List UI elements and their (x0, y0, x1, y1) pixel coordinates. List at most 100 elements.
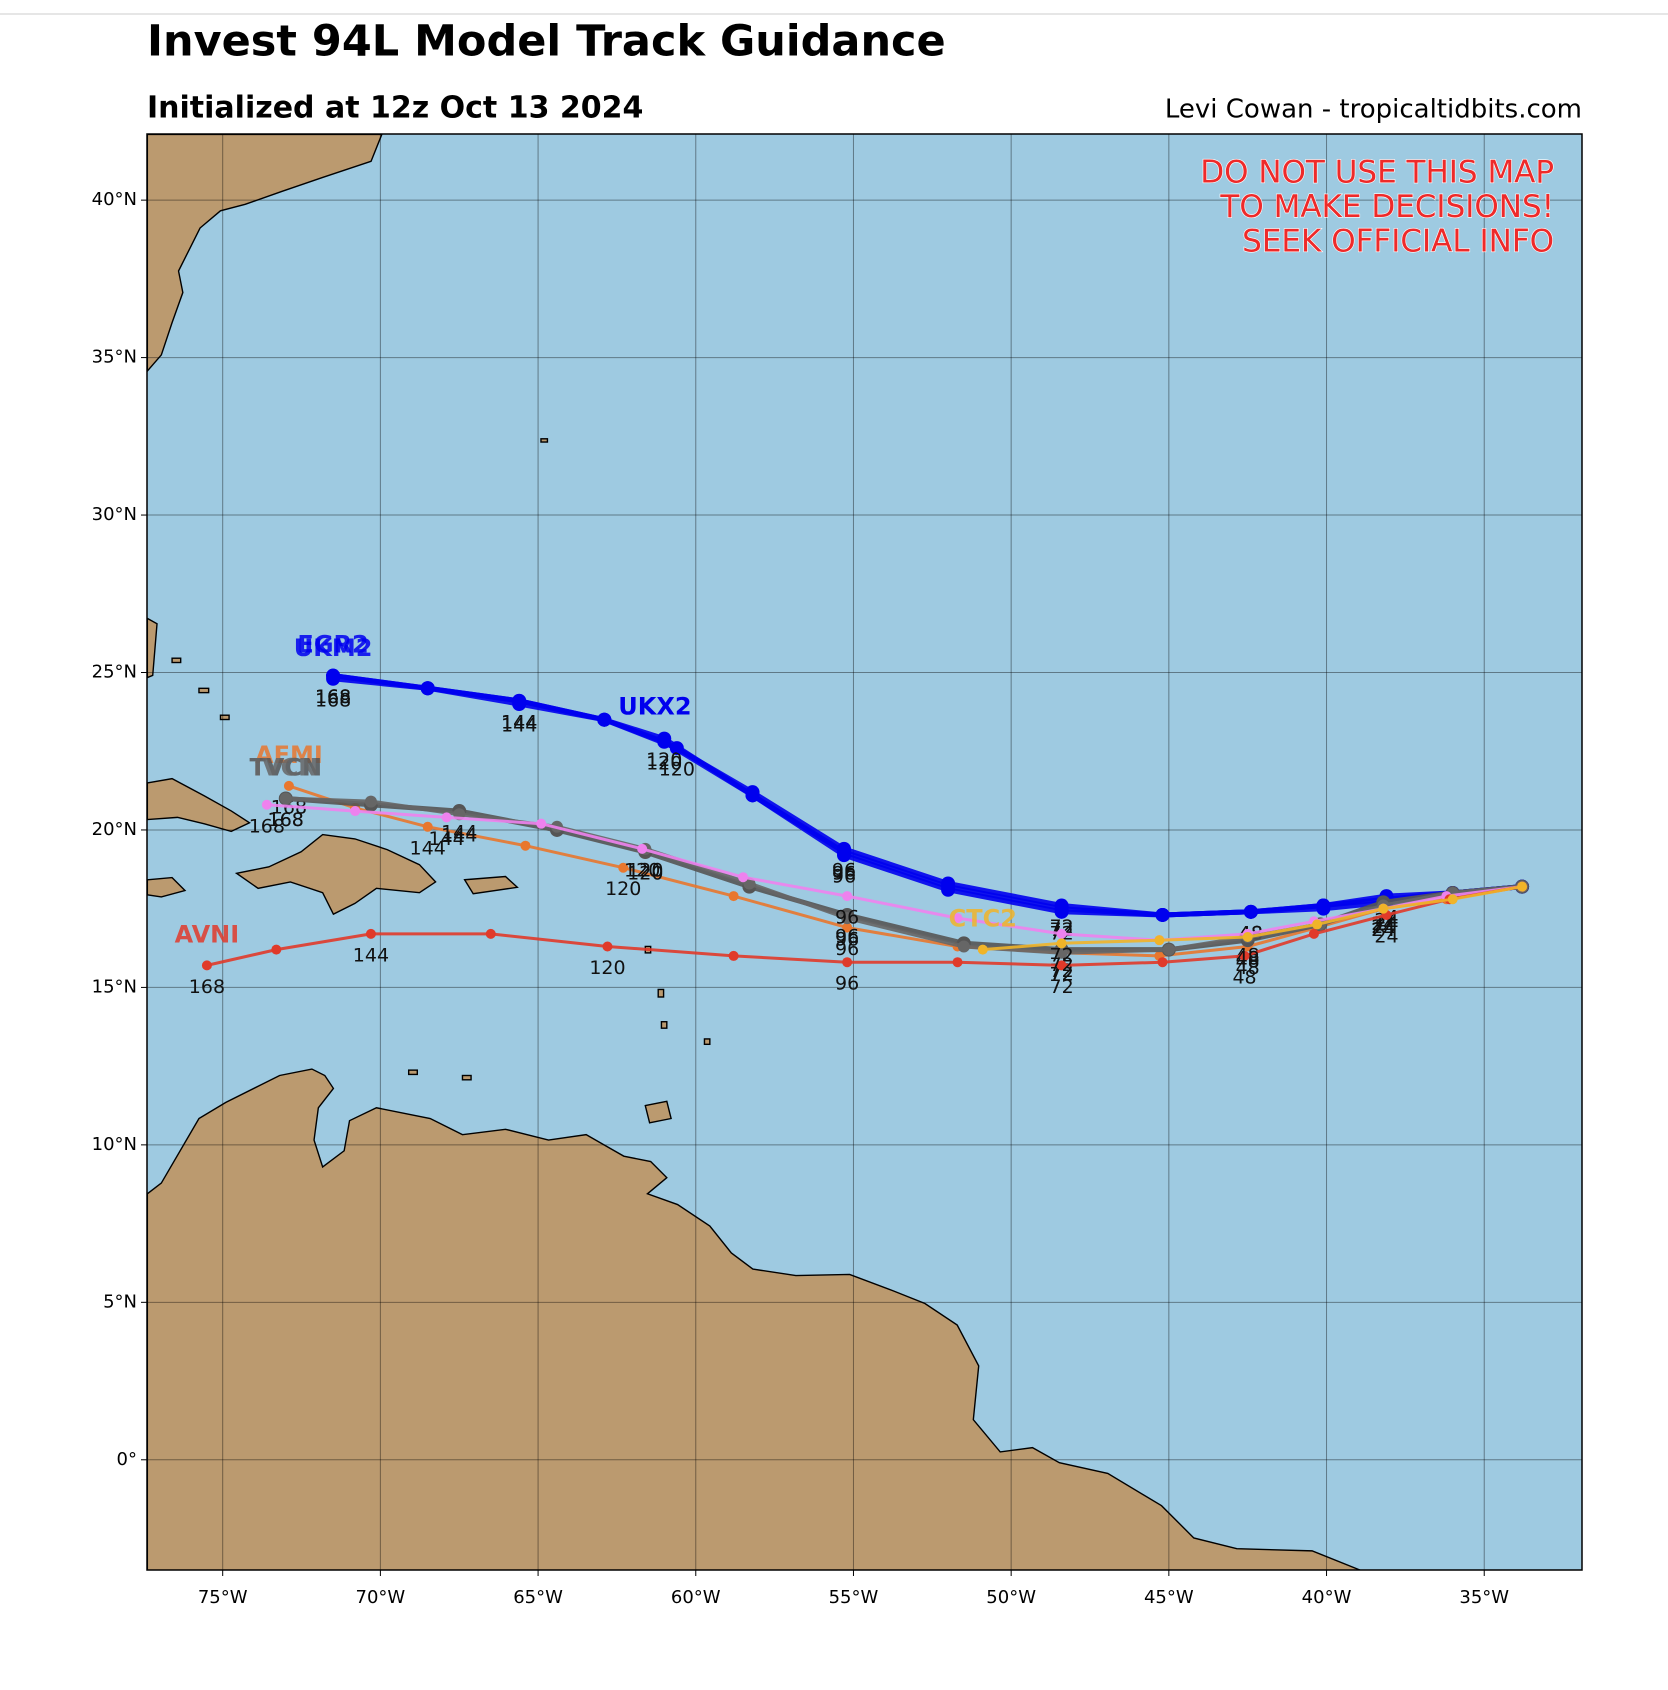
track: 24 48 72 96 120 144 168 AVNI (175, 881, 1528, 998)
hour-label: 168 (268, 809, 304, 831)
track-line (982, 885, 1523, 952)
track-point (837, 848, 851, 863)
track-point (841, 912, 854, 925)
hour-label: 72 (1050, 963, 1074, 985)
hour-label: 72 (1050, 944, 1074, 966)
x-tick-label: 45°W (1144, 1587, 1194, 1608)
model-name: EGR2 (297, 631, 368, 659)
track-point (952, 913, 963, 924)
hispaniola (234, 833, 437, 916)
track-point (738, 872, 749, 883)
land-layer (147, 134, 1361, 1570)
credit: Levi Cowan - tropicaltidbits.com (1165, 95, 1582, 125)
ticks-layer: 75°W 70°W 65°W 60°W 55°W 50°W 45°W 40°W 35°W 0° 5°… (92, 189, 1510, 1608)
track-point (485, 928, 496, 939)
track-point (441, 812, 452, 823)
track-point (283, 780, 294, 791)
track-point (977, 944, 988, 955)
model-name: CTC2 (949, 905, 1017, 933)
y-tick-label: 40°N (92, 189, 137, 210)
hour-label: 96 (832, 863, 856, 885)
hour-label: 144 (410, 837, 446, 859)
model-name: UKM2 (294, 634, 373, 662)
map-frame (146, 133, 1583, 1571)
puerto-rico (463, 875, 519, 895)
hour-label: 144 (441, 825, 477, 847)
track-point (728, 950, 739, 961)
hour-label: 24 (1374, 913, 1398, 935)
hour-label: 120 (659, 759, 695, 781)
track-point (1056, 960, 1067, 971)
track-point (618, 862, 629, 873)
hour-label: 96 (832, 866, 856, 888)
x-tick-label: 35°W (1459, 1587, 1509, 1608)
track-point (657, 734, 672, 749)
warning-line: DO NOT USE THIS MAP (1200, 155, 1554, 191)
track-point (952, 957, 963, 968)
y-tick-label: 35°N (92, 347, 137, 368)
track-point (1056, 928, 1067, 939)
track-point (957, 940, 970, 953)
track-point (745, 788, 760, 803)
track-point (842, 922, 853, 933)
x-tick-label: 60°W (671, 1587, 721, 1608)
model-name: IVCN (253, 753, 318, 781)
hour-label: 96 (835, 938, 859, 960)
track-point (842, 957, 853, 968)
hour-label: 144 (441, 822, 477, 844)
track-point (279, 792, 292, 805)
track-point (520, 840, 531, 851)
hour-label: 24 (1371, 919, 1395, 941)
hour-label: 24 (1371, 919, 1395, 941)
hour-label: 96 (832, 859, 856, 881)
track-point (1056, 938, 1067, 949)
x-tick-label: 55°W (829, 1587, 879, 1608)
small-islands (171, 438, 711, 1081)
hour-label: 48 (1236, 948, 1260, 970)
track-point (1316, 901, 1331, 916)
tracks-layer: 24 48 72 96 120 144 168 UKX2 24 48 72 96 120 144 168 UK… (175, 631, 1530, 998)
track-point (1054, 904, 1069, 919)
track-point (842, 891, 853, 902)
model-name: AEMI (255, 741, 323, 769)
grid-layer (147, 134, 1582, 1570)
model-name: TVCN (249, 753, 322, 781)
hour-label: 144 (353, 944, 389, 966)
y-tick-label: 30°N (92, 504, 137, 525)
track-point (261, 799, 272, 810)
hour-label: 144 (501, 714, 537, 736)
chart-title: Invest 94L Model Track Guidance (147, 17, 946, 67)
warning-line: SEEK OFFICIAL INFO (1242, 224, 1554, 260)
hour-label: 168 (315, 689, 351, 711)
hour-label: 24 (1371, 916, 1395, 938)
track-point (597, 712, 612, 727)
y-tick-label: 25°N (92, 662, 137, 683)
x-tick-label: 65°W (513, 1587, 563, 1608)
x-tick-label: 75°W (198, 1587, 248, 1608)
track-point (326, 668, 341, 683)
hour-label: 168 (268, 809, 304, 831)
track-point (1055, 946, 1068, 959)
track-point (1162, 943, 1175, 956)
chart-subtitle: Initialized at 12z Oct 13 2024 (147, 91, 643, 126)
track-point (637, 843, 648, 854)
warning-line: TO MAKE DECISIONS! (1219, 189, 1554, 225)
track-point (1155, 907, 1170, 922)
x-tick-label: 40°W (1302, 1587, 1352, 1608)
track-point (536, 818, 547, 829)
track-point (512, 696, 527, 711)
track-point (1517, 881, 1528, 892)
hour-label: 168 (315, 686, 351, 708)
track-point (365, 928, 376, 939)
track-point (1447, 894, 1458, 905)
track-point (1239, 950, 1250, 961)
hour-label: 168 (315, 686, 351, 708)
hour-label: 72 (1050, 963, 1074, 985)
hour-label: 120 (646, 749, 682, 771)
hour-label: 168 (249, 815, 285, 837)
track-point (1242, 932, 1253, 943)
hour-label: 96 (835, 925, 859, 947)
track-point (1154, 935, 1165, 946)
hour-label: 72 (1050, 954, 1074, 976)
